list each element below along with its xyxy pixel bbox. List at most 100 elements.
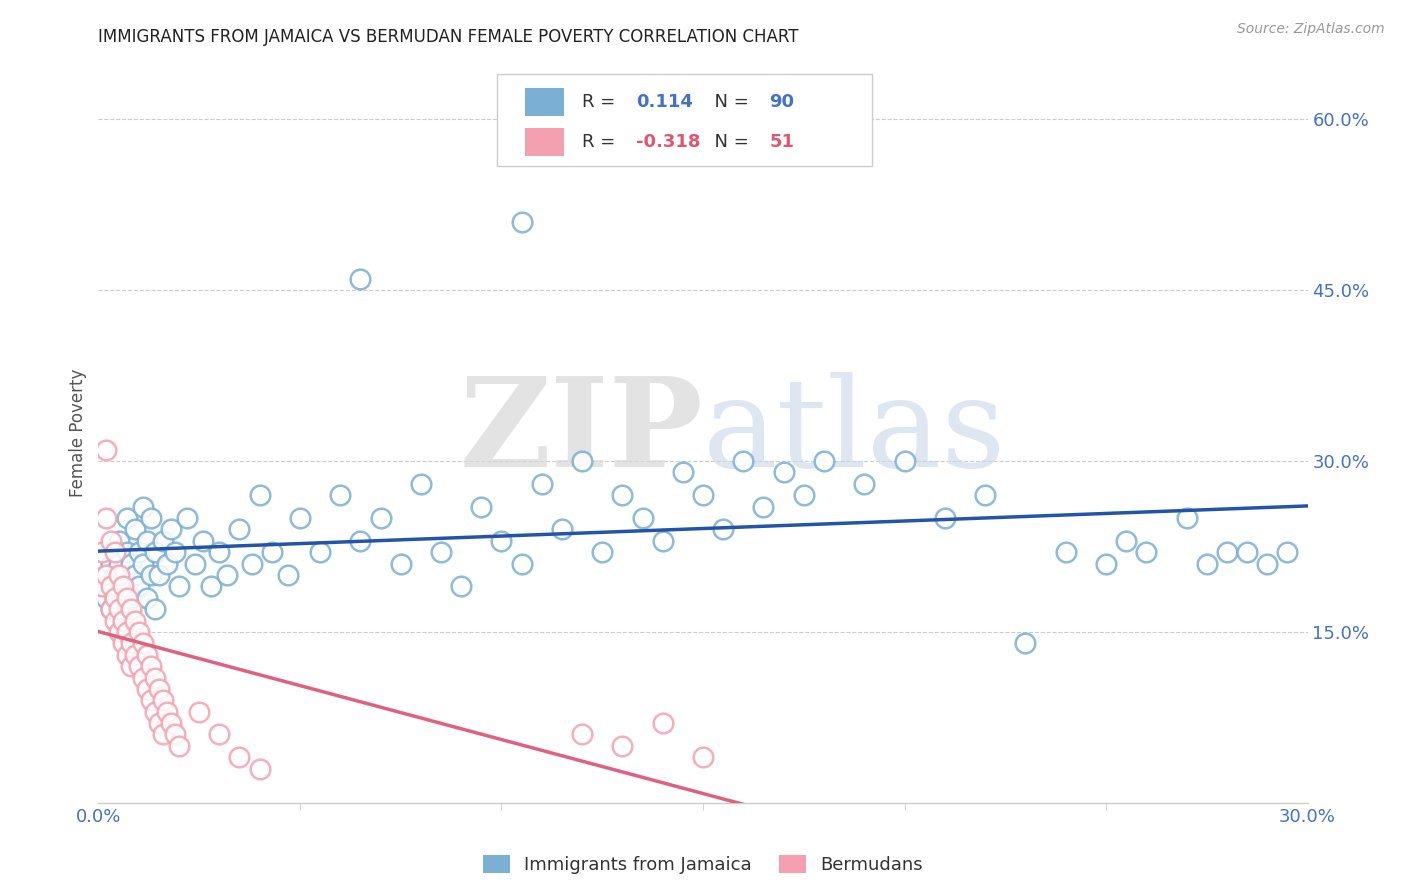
- Point: [103, 591, 125, 605]
- Point: [1216, 545, 1239, 559]
- Point: [107, 533, 129, 548]
- Point: [1277, 545, 1299, 559]
- Y-axis label: Female Poverty: Female Poverty: [69, 368, 87, 497]
- Point: [152, 533, 174, 548]
- Point: [772, 466, 794, 480]
- Point: [91, 545, 114, 559]
- Point: [160, 523, 183, 537]
- Point: [115, 511, 138, 525]
- Point: [309, 545, 332, 559]
- Point: [152, 727, 174, 741]
- Point: [631, 511, 654, 525]
- Point: [188, 705, 211, 719]
- Point: [184, 557, 207, 571]
- Point: [111, 614, 134, 628]
- Point: [430, 545, 453, 559]
- Point: [115, 545, 138, 559]
- Point: [107, 624, 129, 639]
- Point: [91, 579, 114, 593]
- Point: [409, 476, 432, 491]
- Point: [143, 545, 166, 559]
- Point: [120, 591, 142, 605]
- Point: [193, 533, 215, 548]
- Point: [200, 579, 222, 593]
- Point: [208, 545, 231, 559]
- Point: [96, 568, 118, 582]
- Text: 51: 51: [769, 133, 794, 151]
- Point: [148, 681, 170, 696]
- Point: [1256, 557, 1278, 571]
- Text: IMMIGRANTS FROM JAMAICA VS BERMUDAN FEMALE POVERTY CORRELATION CHART: IMMIGRANTS FROM JAMAICA VS BERMUDAN FEMA…: [98, 28, 799, 45]
- Point: [470, 500, 492, 514]
- Point: [128, 659, 150, 673]
- Point: [100, 602, 122, 616]
- Text: 90: 90: [769, 93, 794, 111]
- Point: [510, 215, 533, 229]
- Point: [163, 545, 186, 559]
- Point: [612, 488, 634, 502]
- Point: [100, 533, 122, 548]
- Point: [156, 557, 179, 571]
- Point: [228, 523, 250, 537]
- Point: [974, 488, 997, 502]
- Point: [124, 523, 146, 537]
- Point: [571, 727, 593, 741]
- Point: [349, 533, 371, 548]
- Point: [249, 762, 271, 776]
- Point: [132, 671, 155, 685]
- Point: [1236, 545, 1258, 559]
- Point: [148, 568, 170, 582]
- Point: [491, 533, 513, 548]
- Text: R =: R =: [582, 93, 621, 111]
- Text: 0.114: 0.114: [637, 93, 693, 111]
- Point: [277, 568, 299, 582]
- Point: [139, 568, 162, 582]
- Point: [176, 511, 198, 525]
- Point: [752, 500, 775, 514]
- Text: N =: N =: [703, 93, 755, 111]
- Point: [103, 614, 125, 628]
- Point: [1054, 545, 1077, 559]
- Point: [711, 523, 734, 537]
- Point: [120, 602, 142, 616]
- Point: [152, 693, 174, 707]
- Point: [111, 579, 134, 593]
- Point: [143, 705, 166, 719]
- Text: ZIP: ZIP: [460, 372, 703, 493]
- Point: [1195, 557, 1218, 571]
- Point: [120, 659, 142, 673]
- Point: [96, 568, 118, 582]
- Text: R =: R =: [582, 133, 621, 151]
- FancyBboxPatch shape: [526, 128, 564, 156]
- Point: [651, 716, 673, 731]
- Point: [288, 511, 311, 525]
- Point: [124, 614, 146, 628]
- Point: [551, 523, 574, 537]
- Point: [591, 545, 613, 559]
- Point: [1014, 636, 1036, 650]
- Point: [163, 727, 186, 741]
- Point: [107, 557, 129, 571]
- Point: [135, 681, 157, 696]
- Point: [240, 557, 263, 571]
- Point: [115, 579, 138, 593]
- Point: [692, 750, 714, 764]
- Text: N =: N =: [703, 133, 755, 151]
- Point: [132, 636, 155, 650]
- Point: [349, 272, 371, 286]
- Point: [103, 545, 125, 559]
- Point: [96, 511, 118, 525]
- Point: [893, 454, 915, 468]
- Point: [128, 624, 150, 639]
- Point: [135, 648, 157, 662]
- Point: [128, 579, 150, 593]
- Point: [143, 671, 166, 685]
- Point: [1175, 511, 1198, 525]
- Point: [1115, 533, 1137, 548]
- Point: [132, 557, 155, 571]
- Point: [139, 659, 162, 673]
- Point: [128, 545, 150, 559]
- Point: [793, 488, 815, 502]
- Point: [132, 500, 155, 514]
- Point: [120, 557, 142, 571]
